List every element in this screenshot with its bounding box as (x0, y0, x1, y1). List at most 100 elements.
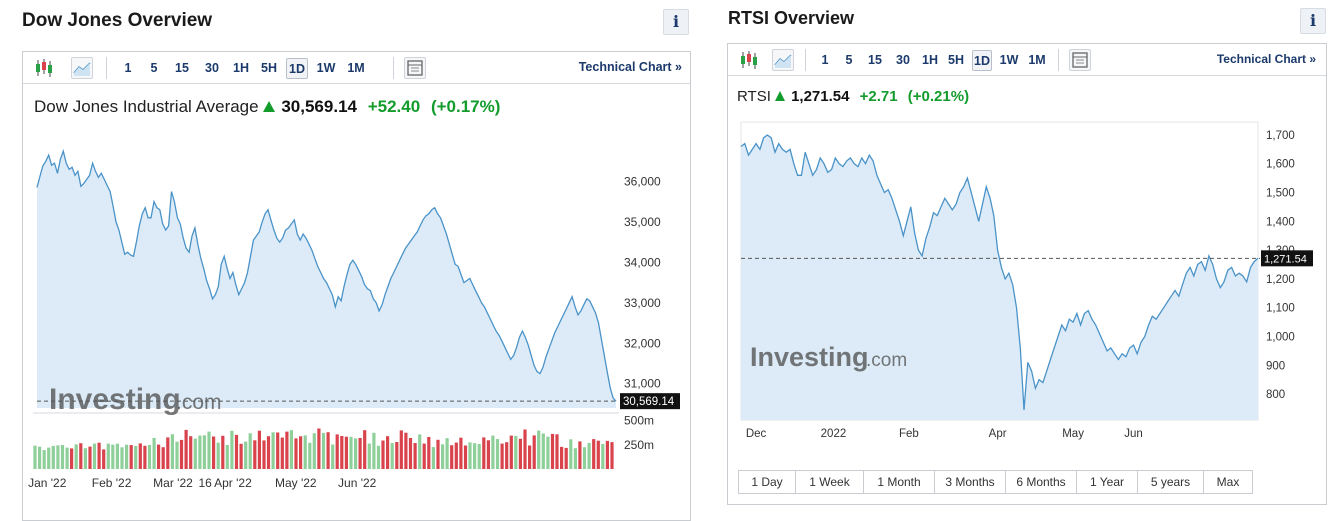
volume-bar (244, 441, 248, 469)
last-price: 30,569.14 (281, 97, 357, 116)
volume-bar (354, 438, 358, 469)
price-tag-background (1261, 250, 1313, 267)
interval-button-15[interactable]: 15 (868, 53, 882, 67)
interval-button-1h[interactable]: 1H (233, 61, 249, 75)
range-button-5-years[interactable]: 5 years (1137, 470, 1204, 494)
area-chart-icon[interactable] (772, 49, 794, 71)
rtsi-panel: RTSI Overview i 1 5 15 30 1H 5H 1D 1W 1M Technic… (700, 0, 1338, 516)
technical-chart-link[interactable]: Technical Chart » (578, 60, 682, 74)
volume-bar (184, 429, 188, 469)
instrument-name: Dow Jones Industrial Average (34, 97, 259, 116)
volume-bar (514, 435, 518, 469)
volume-bar (518, 438, 522, 469)
interval-button-1h[interactable]: 1H (922, 53, 938, 67)
volume-bar (372, 432, 376, 470)
interval-button-5[interactable]: 5 (150, 61, 158, 75)
y-tick-label: 1,400 (1266, 216, 1295, 228)
panel-title: Dow Jones Overview (22, 10, 213, 31)
range-button-6-months[interactable]: 6 Months (1005, 470, 1077, 494)
interval-button-30[interactable]: 30 (205, 61, 219, 75)
table-icon[interactable] (404, 57, 426, 79)
volume-bar (605, 440, 609, 469)
volume-bar (79, 443, 83, 469)
x-tick-label: 16 (198, 476, 212, 490)
candlestick-icon[interactable] (33, 57, 55, 79)
volume-bar (482, 437, 486, 469)
chart-toolbar: 1 5 15 30 1H 5H 1D 1W 1M Technical Chart » (23, 52, 690, 84)
candlestick-icon[interactable] (738, 49, 760, 71)
volume-bar (294, 438, 298, 469)
interval-button-15[interactable]: 15 (175, 61, 189, 75)
volume-bar (115, 443, 119, 469)
volume-bar (413, 443, 417, 469)
interval-button-1[interactable]: 1 (124, 61, 132, 75)
volume-bar (509, 435, 513, 469)
range-button-1-year[interactable]: 1 Year (1076, 470, 1138, 494)
volume-bar (262, 440, 266, 469)
volume-bar (550, 433, 555, 469)
y-tick-label: 31,000 (624, 377, 661, 391)
price-tag-background (620, 393, 680, 410)
volume-bar (436, 439, 440, 469)
rtsi-chart[interactable]: 8009001,0001,1001,2001,3001,4001,5001,60… (728, 44, 1327, 505)
interval-button-5[interactable]: 5 (845, 53, 853, 67)
volume-bar (473, 443, 477, 469)
range-button-3-months[interactable]: 3 Months (934, 470, 1006, 494)
range-button-1-day[interactable]: 1 Day (738, 470, 796, 494)
volume-bar (541, 433, 545, 469)
price-tag-label: 30,569.14 (623, 396, 675, 408)
volume-tick-label: 500m (624, 414, 654, 428)
volume-bar (546, 436, 550, 469)
range-button-1-week[interactable]: 1 Week (795, 470, 864, 494)
interval-button-5h[interactable]: 5H (948, 53, 964, 67)
x-tick-label: Jun '22 (338, 476, 377, 490)
range-button-1-month[interactable]: 1 Month (863, 470, 935, 494)
interval-button-1[interactable]: 1 (821, 53, 829, 67)
volume-bar (376, 445, 381, 469)
x-tick-label: Feb (899, 428, 919, 440)
x-tick-label: Apr (989, 428, 1007, 440)
volume-bar (170, 434, 174, 469)
y-tick-label: 34,000 (624, 255, 661, 269)
up-arrow-icon (774, 91, 785, 101)
interval-button-5h[interactable]: 5H (261, 61, 277, 75)
y-tick-label: 1,100 (1266, 303, 1295, 315)
dow-jones-chart[interactable]: 31,000 32,000 33,000 34,000 35,000 36,000 Jan … (23, 52, 691, 521)
volume-bar (564, 447, 568, 469)
interval-button-1w[interactable]: 1W (999, 53, 1019, 67)
watermark-suffix: .com (866, 350, 907, 371)
interval-button-30[interactable]: 30 (896, 53, 910, 67)
price-change: +2.71 (859, 88, 898, 105)
interval-button-1d[interactable]: 1D (972, 50, 992, 71)
info-button[interactable]: i (663, 9, 689, 35)
volume-bar (239, 443, 243, 469)
volume-bar (120, 447, 124, 469)
info-button[interactable]: i (1300, 8, 1326, 34)
volume-bar (573, 448, 577, 469)
volume-bar (326, 432, 330, 469)
interval-button-1m[interactable]: 1M (1028, 53, 1046, 67)
price-change: +52.40 (367, 97, 421, 116)
volume-bar (230, 430, 234, 469)
volume-bar (441, 444, 445, 469)
interval-button-1m[interactable]: 1M (347, 61, 365, 75)
watermark-brand: Investing (49, 383, 181, 416)
area-chart-icon[interactable] (71, 57, 93, 79)
chart-container: 1 5 15 30 1H 5H 1D 1W 1M Technical Chart » Dow J… (22, 51, 691, 521)
range-button-max[interactable]: Max (1203, 470, 1253, 494)
y-tick-label: 33,000 (624, 296, 661, 310)
volume-tick-label: 250m (624, 438, 654, 452)
interval-button-1w[interactable]: 1W (316, 61, 336, 75)
volume-bar (198, 435, 202, 469)
technical-chart-link[interactable]: Technical Chart » (1216, 52, 1316, 66)
volume-bar (386, 436, 390, 469)
interval-button-1d[interactable]: 1D (286, 58, 308, 79)
table-icon[interactable] (1069, 49, 1091, 71)
volume-bar (587, 442, 591, 469)
range-selector: 1 Day 1 Week 1 Month 3 Months 6 Months 1 Year… (738, 470, 1253, 494)
panel-title: RTSI Overview (728, 8, 855, 28)
watermark-suffix: .com (176, 391, 222, 414)
volume-bar (582, 447, 587, 469)
volume-bar (463, 445, 468, 469)
volume-bar (157, 444, 161, 469)
